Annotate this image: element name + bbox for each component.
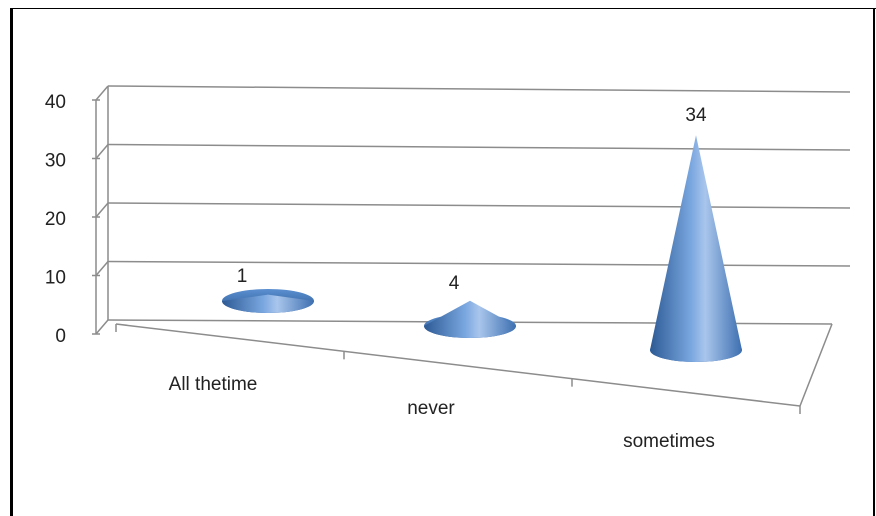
cone-mark [650, 135, 742, 362]
data-label: 4 [449, 273, 460, 294]
category-label: All thetime [169, 374, 258, 395]
cone-body [424, 300, 516, 338]
x-axis-line [115, 323, 801, 407]
floor-right-edge [799, 323, 833, 407]
axes [92, 86, 833, 414]
chart-marks [222, 135, 742, 362]
y-tick-label: 0 [55, 326, 66, 347]
gridline [107, 260, 851, 267]
labels: 0 10 20 30 40 1 4 34 All thetime never sometimes [45, 92, 715, 452]
gridline-side [95, 202, 109, 218]
gridline-side [95, 85, 109, 101]
category-label: sometimes [623, 431, 715, 452]
gridline-side [95, 261, 109, 276]
y-tick-label: 10 [45, 268, 66, 289]
cone-body [222, 294, 314, 313]
cone-body [650, 135, 742, 362]
gridline-side [95, 144, 109, 159]
y-tick-label: 30 [45, 151, 66, 172]
gridline [107, 202, 851, 209]
gridlines [95, 85, 851, 276]
y-tick-label: 20 [45, 209, 66, 230]
data-label: 34 [685, 105, 707, 126]
left-border [10, 8, 13, 516]
gridline [107, 143, 851, 151]
right-border [873, 8, 875, 516]
data-label: 1 [237, 266, 248, 287]
cone-mark [222, 289, 314, 313]
top-border [10, 8, 876, 9]
y-tick-label: 40 [45, 92, 66, 113]
cone-mark [424, 300, 516, 338]
category-label: never [407, 398, 455, 419]
floor-left-edge [95, 319, 109, 335]
gridline [107, 85, 851, 93]
